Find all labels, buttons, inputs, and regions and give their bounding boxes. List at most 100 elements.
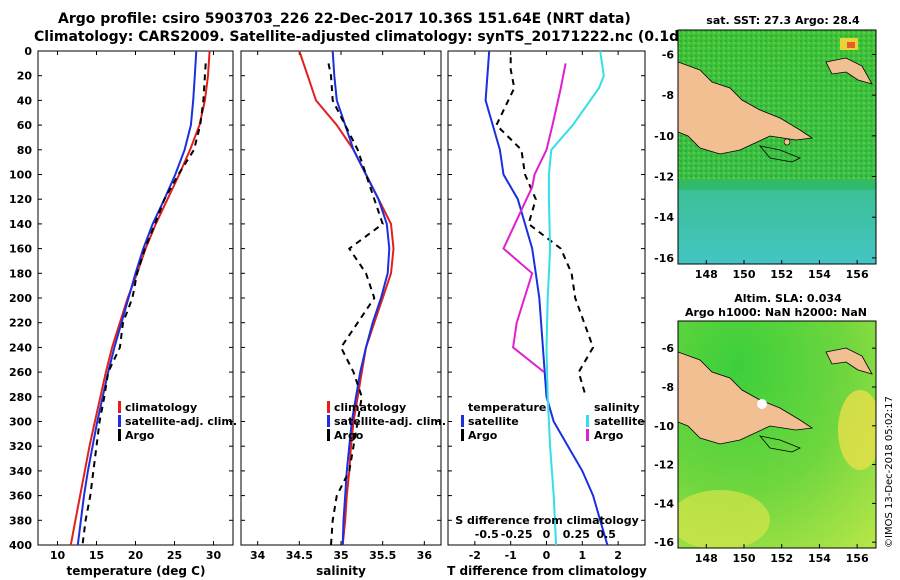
map-lat-label: -16 — [654, 252, 674, 265]
salinity-xlabel: salinity — [316, 564, 366, 578]
map-lon-label: 148 — [695, 268, 718, 281]
sst-map-frame — [677, 29, 877, 265]
series-line-temperature-argo — [495, 57, 595, 398]
salinity-panel-frame — [240, 50, 442, 546]
series-line-satellite-adj-clim- — [76, 50, 198, 546]
difference-legend: temperature salinity satellite Argo sate… — [461, 401, 645, 442]
temperature-legend: climatology satellite-adj. clim. Argo — [118, 401, 237, 442]
series-line-satellite-adj-clim- — [331, 50, 391, 546]
x-tick-label: 34.5 — [286, 549, 313, 562]
salinity-legend: climatology satellite-adj. clim. Argo — [327, 401, 446, 442]
x-tick-label: 34 — [250, 549, 266, 562]
series-line-salinity-satellite — [545, 50, 605, 546]
sla-map-frame — [677, 320, 877, 549]
depth-tick-label: 60 — [17, 119, 33, 132]
x-tick-label: 2 — [614, 549, 622, 562]
sla-map-title-2: Argo h1000: NaN h2000: NaN — [685, 306, 867, 319]
depth-tick-label: 200 — [9, 292, 32, 305]
sst-map-title: sat. SST: 27.3 Argo: 28.4 — [706, 14, 860, 27]
svg-text:satellite-adj. clim.: satellite-adj. clim. — [334, 415, 446, 428]
svg-text:Argo: Argo — [125, 429, 155, 442]
map-lat-label: -12 — [654, 171, 674, 184]
svg-text:satellite-adj. clim.: satellite-adj. clim. — [125, 415, 237, 428]
series-line-salinity-argo — [502, 63, 567, 373]
sst-map-ticks: 148 150 152 154 156 -6 -8 -10 -12 -14 -16 — [654, 48, 876, 281]
map-lat-label: -12 — [654, 459, 674, 472]
map-lat-label: -14 — [654, 211, 674, 224]
depth-tick-label: 0 — [24, 45, 32, 58]
depth-tick-label: 360 — [9, 490, 32, 503]
x-tick-label: 36 — [417, 549, 433, 562]
series-line-climatology — [69, 50, 211, 546]
depth-tick-label: 240 — [9, 341, 32, 354]
x-axis-tick-labels: 10 15 20 25 30 34 34.5 35 35.5 36 -2 -1 0 1 2 -0.5 -0.25… — [50, 528, 622, 562]
map-lon-label: 156 — [846, 552, 869, 565]
depth-tick-label: 380 — [9, 514, 32, 527]
imos-stamp: ©IMOS 13-Dec-2018 05:02:17 — [884, 396, 895, 548]
header-line-1: Argo profile: csiro 5903703_226 22-Dec-2… — [58, 11, 631, 27]
new-britain-land-sla — [825, 347, 873, 375]
x2-tick-label: -0.25 — [501, 528, 533, 541]
depth-tick-label: 180 — [9, 267, 32, 280]
series-line-argo — [81, 63, 207, 546]
depth-tick-label: 160 — [9, 243, 32, 256]
x-tick-label: 35.5 — [369, 549, 396, 562]
x2-tick-label: 0.25 — [563, 528, 590, 541]
depth-tick-label: 280 — [9, 391, 32, 404]
svg-text:satellite: satellite — [594, 415, 645, 428]
sla-map-title-1: Altim. SLA: 0.034 — [734, 292, 842, 305]
salinity-diff-xlabel: S difference from climatology — [455, 514, 639, 527]
depth-axis-labels: 0 20 40 60 80 100 120 140 160 180 200 220 240 260 280 3… — [9, 45, 32, 552]
depth-tick-label: 80 — [17, 144, 33, 157]
x-tick-label: 10 — [50, 549, 66, 562]
svg-text:Argo: Argo — [468, 429, 498, 442]
depth-tick-label: 140 — [9, 218, 32, 231]
map-lon-label: 150 — [733, 268, 756, 281]
x-tick-label: 0 — [543, 549, 551, 562]
map-lat-label: -8 — [662, 381, 674, 394]
depth-tick-label: 20 — [17, 70, 33, 83]
sla-map-ticks: 148 150 152 154 156 -6 -8 -10 -12 -14 -16 — [654, 342, 876, 565]
new-britain-land — [825, 57, 873, 85]
map-lon-label: 154 — [808, 268, 831, 281]
sst-map — [678, 30, 876, 264]
header-line-2: Climatology: CARS2009. Satellite-adjuste… — [34, 29, 743, 45]
x-tick-label: -2 — [469, 549, 481, 562]
map-lon-label: 148 — [695, 552, 718, 565]
map-lon-label: 150 — [733, 552, 756, 565]
depth-tick-label: 260 — [9, 366, 32, 379]
map-lat-label: -10 — [654, 130, 674, 143]
map-lat-label: -6 — [662, 342, 675, 355]
map-lat-label: -14 — [654, 497, 674, 510]
depth-tick-label: 340 — [9, 465, 32, 478]
depth-tick-label: 120 — [9, 193, 32, 206]
map-lat-label: -16 — [654, 536, 674, 549]
x-tick-label: 35 — [333, 549, 348, 562]
x2-tick-label: 0.5 — [596, 528, 616, 541]
map-lat-label: -10 — [654, 420, 674, 433]
depth-tick-label: 400 — [9, 539, 32, 552]
x-tick-label: 15 — [89, 549, 104, 562]
x-tick-label: 20 — [128, 549, 144, 562]
map-lon-label: 154 — [808, 552, 831, 565]
map-lat-label: -8 — [662, 89, 674, 102]
sla-map — [678, 321, 876, 548]
series-line-argo — [327, 63, 384, 546]
x-tick-label: 25 — [167, 549, 182, 562]
x-tick-label: -1 — [505, 549, 517, 562]
map-lat-label: -6 — [662, 48, 675, 61]
map-lon-label: 152 — [770, 552, 793, 565]
difference-xlabel: T difference from climatology — [447, 564, 647, 578]
svg-text:temperature: temperature — [468, 401, 546, 414]
depth-tick-label: 320 — [9, 440, 32, 453]
svg-text:satellite: satellite — [468, 415, 519, 428]
x2-tick-label: -0.5 — [475, 528, 499, 541]
new-guinea-land-sla — [678, 351, 814, 445]
map-lon-label: 152 — [770, 268, 793, 281]
temperature-panel-frame — [37, 50, 234, 546]
x-tick-label: 1 — [578, 549, 586, 562]
depth-tick-label: 40 — [17, 94, 33, 107]
depth-tick-label: 220 — [9, 317, 32, 330]
series-line-temperature-satellite — [484, 50, 609, 546]
